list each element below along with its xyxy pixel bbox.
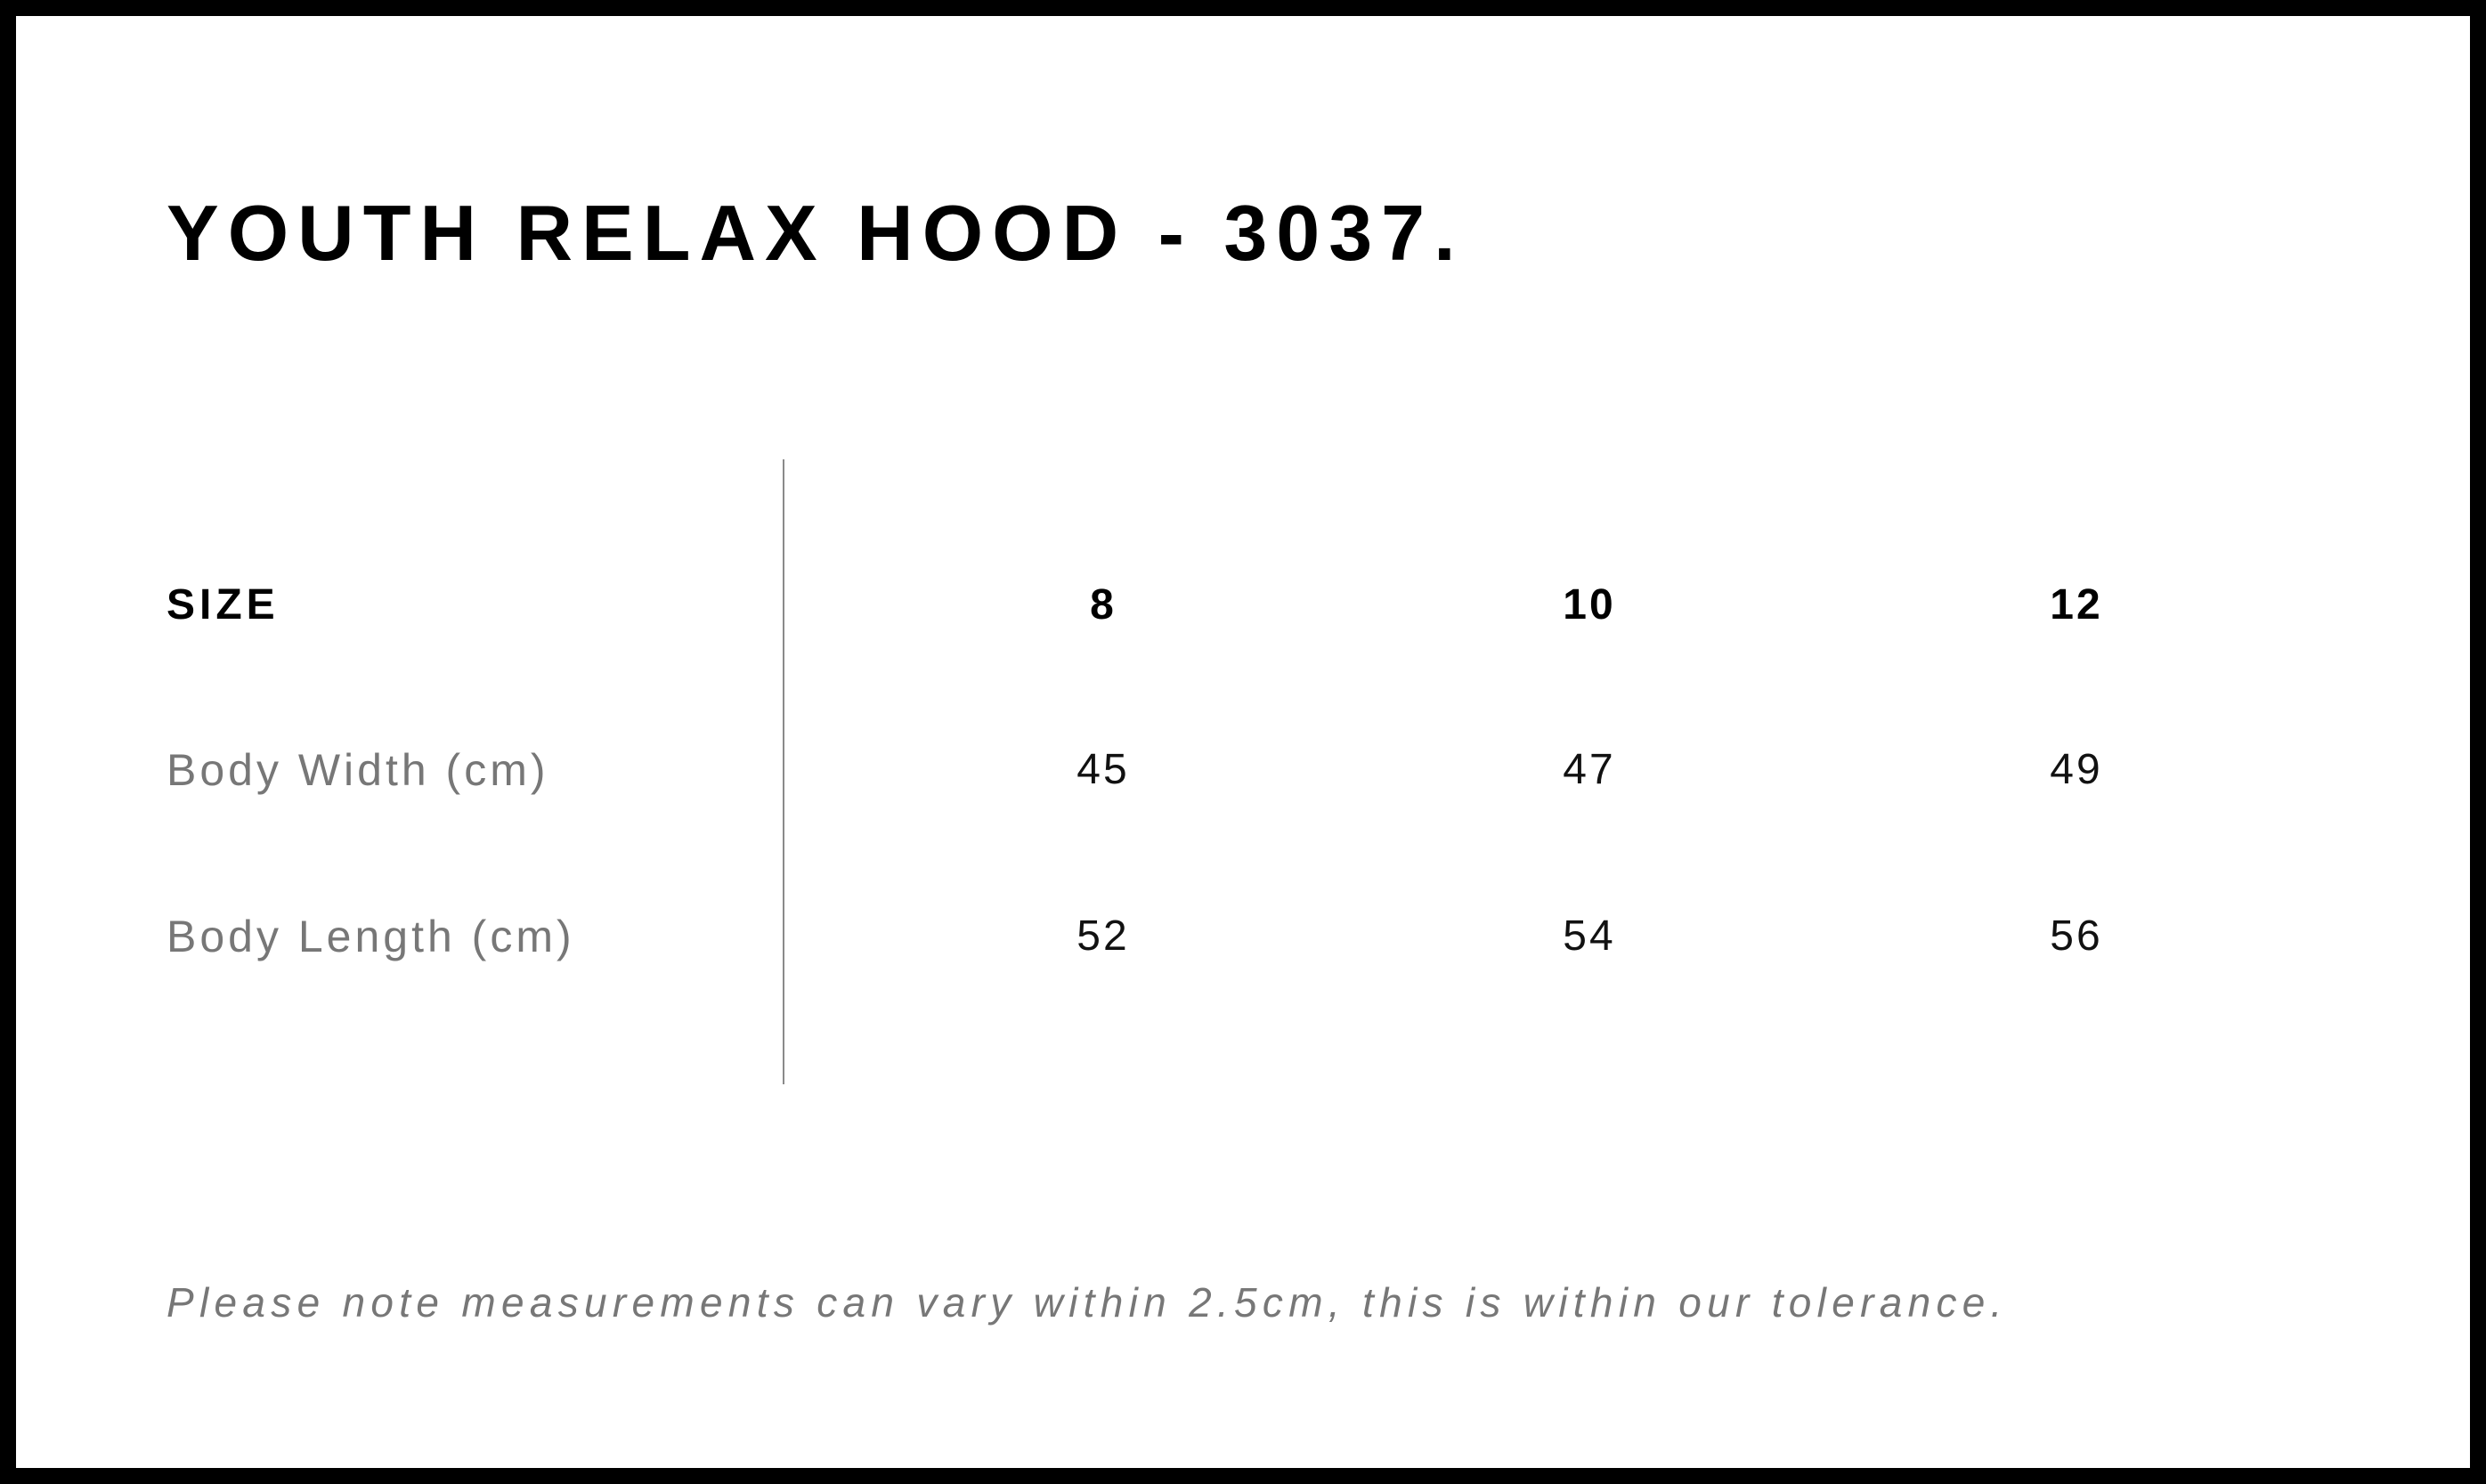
row-label: Body Width (cm) (167, 745, 549, 795)
size-header-cell: 12 (2050, 581, 2103, 628)
table-row: Body Length (cm) 52 54 56 (16, 910, 2470, 963)
row-label: Body Length (cm) (167, 912, 575, 961)
size-header-label: SIZE (167, 581, 280, 628)
table-cell: 49 (2050, 746, 2103, 793)
size-header-cell: 10 (1563, 581, 1616, 628)
tolerance-note: Please note measurements can vary within… (167, 1279, 2008, 1326)
table-cell: 56 (2050, 912, 2103, 960)
table-header-row: SIZE 8 10 12 (16, 579, 2470, 632)
table-cell: 54 (1563, 912, 1616, 960)
table-cell: 47 (1563, 746, 1616, 793)
table-cell: 45 (1076, 746, 1130, 793)
table-row: Body Width (cm) 45 47 49 (16, 743, 2470, 797)
table-cell: 52 (1076, 912, 1130, 960)
size-header-cell: 8 (1090, 581, 1117, 628)
page-title: YOUTH RELAX HOOD - 3037. (167, 189, 1465, 277)
size-chart-card: YOUTH RELAX HOOD - 3037. SIZE 8 10 12 Bo… (16, 16, 2470, 1468)
column-divider (783, 459, 784, 1084)
